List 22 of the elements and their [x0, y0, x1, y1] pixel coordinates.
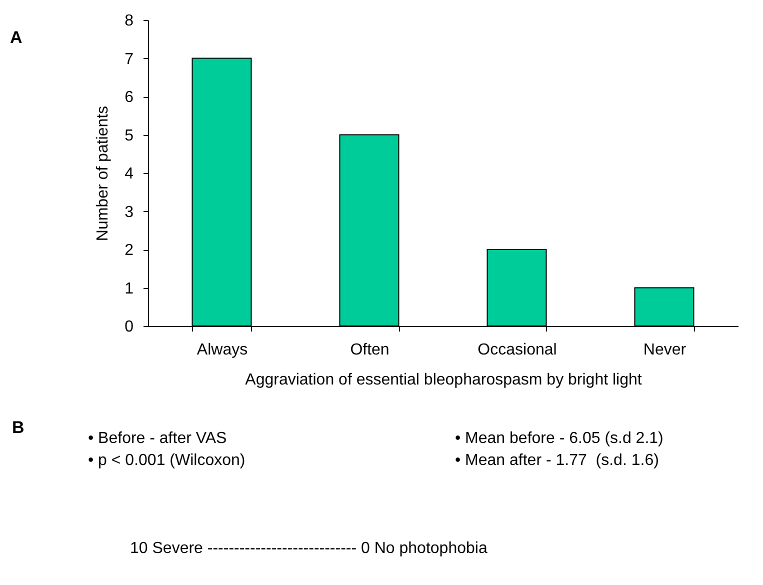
- y-tick-label: 5: [124, 127, 134, 144]
- y-axis-title: Number of patients: [94, 106, 112, 242]
- text: • Mean after - 1.77 (s.d. 1.6): [455, 452, 659, 470]
- y-tick-label: 3: [124, 204, 134, 221]
- y-tick-label: 6: [124, 89, 134, 106]
- x-tick-label: Occasional: [478, 342, 557, 358]
- y-tick-label: 4: [124, 166, 134, 182]
- x-axis-title: Aggraviation of essential bleopharospasm by bright light: [245, 372, 642, 388]
- x-tick-label: Never: [643, 342, 687, 358]
- y-tick-label: 1: [124, 280, 134, 298]
- x-tick-label: Always: [196, 342, 248, 358]
- text: • Before - after VAS: [88, 430, 227, 448]
- text: • Mean before - 6.05 (s.d 2.1): [455, 430, 664, 448]
- x-tick-label: Often: [350, 342, 390, 358]
- y-tick-label: 2: [124, 242, 134, 259]
- text: A: [10, 28, 22, 48]
- text: 10 Severe ---------------------------- 0 No photophobia: [130, 540, 488, 558]
- y-tick-label: 8: [124, 12, 134, 30]
- text: B: [12, 418, 24, 438]
- text: • p < 0.001 (Wilcoxon): [88, 452, 246, 470]
- y-tick-label: 0: [124, 318, 134, 336]
- y-tick-label: 7: [124, 50, 134, 68]
